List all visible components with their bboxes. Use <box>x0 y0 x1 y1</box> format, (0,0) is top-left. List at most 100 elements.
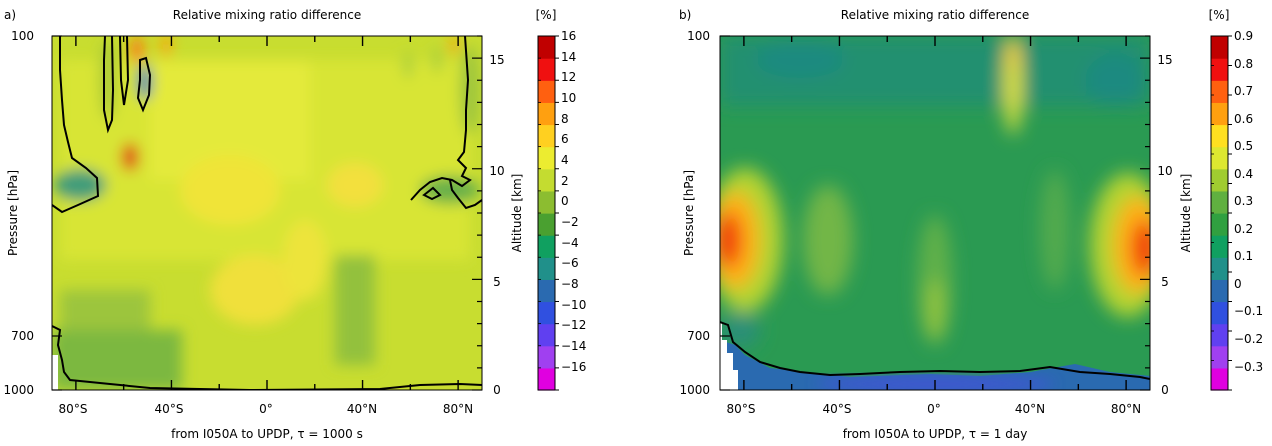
panel-a-colorbar-band <box>538 345 555 369</box>
panel-b-ytick-700: 700 <box>687 329 710 343</box>
panel-a-cbar-label: −12 <box>561 318 586 332</box>
panel-a-colorbar-band <box>538 124 555 148</box>
panel-b-colorbar-band <box>1211 213 1228 236</box>
panel-a-xtick-40n: 40°N <box>347 402 377 416</box>
panel-a-colorbar-band <box>538 301 555 325</box>
panel-b-colorbar-band <box>1211 168 1228 192</box>
panel-b-colorbar-band <box>1211 58 1228 81</box>
panel-b-cbar-label: 0.7 <box>1234 84 1253 98</box>
panel-b-colorbar-band <box>1211 190 1228 214</box>
panel-b-cbar-label: 0 <box>1234 277 1242 291</box>
panel-b-xtick-0: 0° <box>927 402 941 416</box>
panel-b-xtick-80n: 80°N <box>1111 402 1141 416</box>
panel-b-ylabel-right: Altitude [km] <box>1179 174 1193 253</box>
panel-a-colorbar-labels: 16 14 12 10 8 6 4 2 0 −2 −4 −6 −8 −10 −1… <box>561 29 586 374</box>
panel-a-cbar-label: 14 <box>561 50 576 64</box>
panel-b-alt-tick-15: 15 <box>1157 53 1172 67</box>
panel-a-alt-tick-15: 15 <box>489 53 504 67</box>
panel-a-colorbar-band <box>538 190 555 214</box>
panel-a-xtick-40s: 40°S <box>155 402 184 416</box>
panel-a-ytick-1000: 1000 <box>3 383 34 397</box>
panel-b-colorbar-band <box>1211 367 1228 391</box>
panel-a-field <box>52 36 482 390</box>
panel-b-ytick-1000: 1000 <box>679 383 710 397</box>
panel-b-xlabel: from I050A to UPDP, τ = 1 day <box>843 427 1028 441</box>
panel-a-alt-tick-0: 0 <box>493 383 501 397</box>
panel-b-colorbar-band <box>1211 257 1228 280</box>
panel-b-field <box>720 36 1150 390</box>
panel-a-ytick-100: 100 <box>11 29 34 43</box>
panel-a-alt-tick-10: 10 <box>489 164 504 178</box>
panel-b-xtick-40n: 40°N <box>1015 402 1045 416</box>
panel-b-zero-contour <box>720 321 1150 380</box>
panel-a-colorbar-band <box>538 235 555 258</box>
panel-b: b) Relative mixing ratio difference <box>679 8 1263 441</box>
panel-b-cbar-label: 0.1 <box>1234 249 1253 263</box>
panel-a: a) Relative mixing ratio difference <box>3 8 586 441</box>
panel-a-colorbar-band <box>538 367 555 391</box>
panel-a-xtick-80n: 80°N <box>443 402 473 416</box>
panel-b-cbar-label: 0.2 <box>1234 222 1253 236</box>
panel-b-alt-tick-10: 10 <box>1157 164 1172 178</box>
panel-b-colorbar-unit: [%] <box>1209 8 1230 22</box>
panel-b-colorbar-band <box>1211 279 1228 303</box>
panel-b-colorbar-band <box>1211 146 1228 170</box>
panel-b-colorbar-band <box>1211 323 1228 347</box>
panel-a-colorbar-band <box>538 323 555 347</box>
panel-a-ylabel: Pressure [hPa] <box>6 170 20 256</box>
panel-a-colorbar-band <box>538 168 555 192</box>
panel-a-zero-contours <box>52 36 482 390</box>
panel-b-alt-tick-5: 5 <box>1161 275 1169 289</box>
panel-b-cbar-label: 0.4 <box>1234 167 1253 181</box>
panel-b-ticks <box>720 35 1150 391</box>
panel-a-colorbar-band <box>538 213 555 236</box>
panel-a-colorbar-band <box>538 36 555 59</box>
panel-b-cbar-label: 0.6 <box>1234 112 1253 126</box>
panel-a-cbar-label: 0 <box>561 194 569 208</box>
panel-a-colorbar <box>537 35 559 391</box>
panel-a-colorbar-band <box>538 80 555 103</box>
panel-a-xtick-80s: 80°S <box>59 402 88 416</box>
panel-b-ytick-100: 100 <box>687 29 710 43</box>
panel-b-colorbar-labels: 0.9 0.8 0.7 0.6 0.5 0.4 0.3 0.2 0.1 0 −0… <box>1234 29 1263 374</box>
panel-b-cbar-label: −0.2 <box>1234 332 1263 346</box>
panel-a-ticks <box>52 35 482 391</box>
panel-a-letter: a) <box>4 8 16 22</box>
panel-a-ylabel-right: Altitude [km] <box>510 174 524 253</box>
panel-a-title: Relative mixing ratio difference <box>173 8 361 22</box>
panel-b-cbar-label: −0.1 <box>1234 304 1263 318</box>
panel-b-colorbar-band <box>1211 301 1228 325</box>
panel-b-ylabel: Pressure [hPa] <box>682 170 696 256</box>
panel-a-xtick-0: 0° <box>259 402 273 416</box>
panel-b-colorbar-band <box>1211 102 1228 126</box>
panel-b-cbar-label: 0.5 <box>1234 139 1253 153</box>
panel-b-colorbar-band <box>1211 235 1228 258</box>
panel-a-cbar-label: 8 <box>561 112 569 126</box>
panel-b-colorbar-band <box>1211 36 1228 59</box>
panel-b-cbar-label: 0.9 <box>1234 29 1253 43</box>
panel-a-cbar-label: 6 <box>561 132 569 146</box>
panel-a-colorbar-unit: [%] <box>536 8 557 22</box>
panel-a-cbar-label: −14 <box>561 339 586 353</box>
panel-a-alt-tick-5: 5 <box>493 275 501 289</box>
panel-a-cbar-label: 12 <box>561 70 576 84</box>
panel-a-ytick-700: 700 <box>11 329 34 343</box>
panel-b-alt-tick-0: 0 <box>1161 383 1169 397</box>
panel-b-colorbar-band <box>1211 124 1228 148</box>
panel-b-cbar-label: 0.3 <box>1234 194 1253 208</box>
panel-a-colorbar-band <box>538 58 555 81</box>
panel-a-cbar-label: −6 <box>561 256 579 270</box>
panel-a-cbar-label: −10 <box>561 298 586 312</box>
panel-a-cbar-label: −2 <box>561 215 579 229</box>
panel-b-colorbar-band <box>1211 345 1228 369</box>
panel-a-cbar-label: 2 <box>561 174 569 188</box>
panel-b-xtick-80s: 80°S <box>727 402 756 416</box>
panel-b-colorbar <box>1210 35 1232 391</box>
panel-a-cbar-label: 10 <box>561 91 576 105</box>
panel-b-xtick-40s: 40°S <box>823 402 852 416</box>
panel-b-cbar-label: 0.8 <box>1234 57 1253 71</box>
panel-b-cbar-label: −0.3 <box>1234 360 1263 374</box>
panel-a-cbar-label: −8 <box>561 277 579 291</box>
panel-a-cbar-label: −16 <box>561 360 586 374</box>
